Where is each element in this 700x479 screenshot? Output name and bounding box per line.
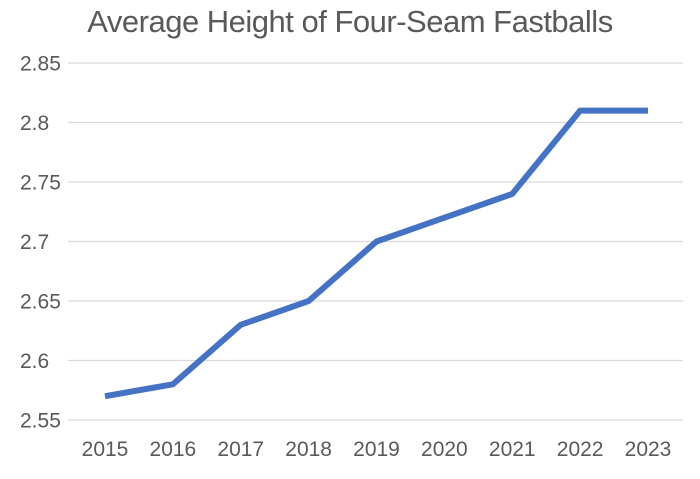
x-tick-label: 2015 (82, 438, 129, 461)
y-tick-label: 2.6 (20, 350, 49, 373)
y-tick-label: 2.85 (20, 53, 61, 76)
y-tick-label: 2.65 (20, 291, 61, 314)
y-tick-label: 2.55 (20, 410, 61, 433)
gridlines (68, 62, 683, 421)
y-axis-tick-labels: 2.55 2.6 2.65 2.7 2.75 2.8 2.85 (20, 53, 61, 433)
chart-title: Average Height of Four-Seam Fastballs (87, 4, 613, 39)
x-tick-label: 2020 (421, 438, 468, 461)
x-tick-label: 2021 (489, 438, 536, 461)
x-tick-label: 2022 (557, 438, 604, 461)
y-tick-label: 2.7 (20, 231, 49, 254)
x-tick-label: 2017 (217, 438, 264, 461)
x-tick-label: 2016 (150, 438, 197, 461)
x-tick-label: 2023 (625, 438, 672, 461)
x-tick-label: 2019 (353, 438, 400, 461)
series-line (104, 107, 648, 400)
x-axis-tick-labels: 2015 2016 2017 2018 2019 2020 2021 2022 2023 (82, 438, 672, 461)
y-tick-label: 2.8 (20, 112, 49, 135)
x-tick-label: 2018 (285, 438, 332, 461)
y-tick-label: 2.75 (20, 172, 61, 195)
